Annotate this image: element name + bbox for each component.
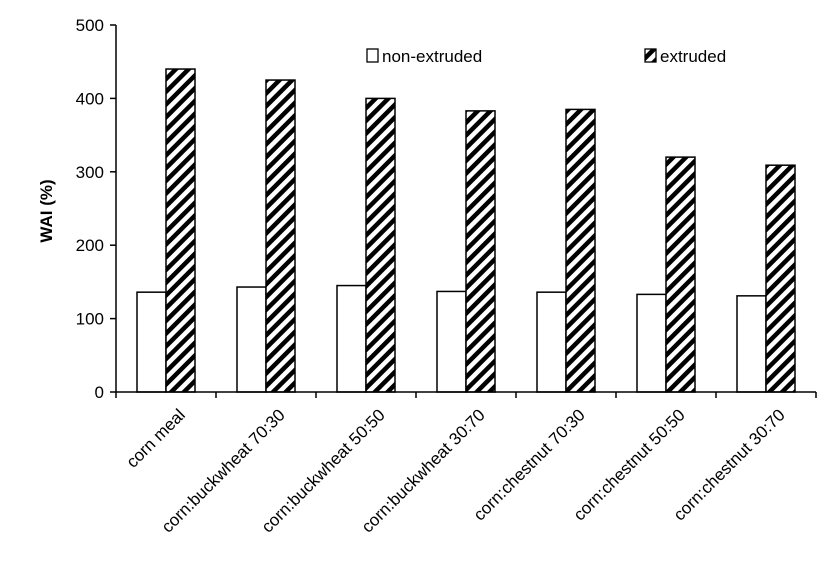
bar-non-extruded — [436, 290, 467, 393]
legend-swatch — [366, 48, 379, 63]
bar-non-extruded — [136, 291, 167, 393]
bar-non-extruded — [636, 293, 667, 393]
x-category-label: corn:chestnut 50:50 — [570, 405, 689, 524]
bar-non-extruded — [236, 286, 267, 393]
y-tick-label: 300 — [76, 163, 104, 182]
x-category-label: corn:chestnut 30:70 — [670, 405, 789, 524]
bar-extruded — [265, 79, 296, 393]
legend: non-extruded extruded — [366, 47, 726, 66]
bar-extruded — [765, 164, 796, 393]
y-tick-label: 400 — [76, 89, 104, 108]
bars — [136, 68, 796, 393]
x-category-label: corn meal — [123, 405, 189, 471]
y-axis-title: WAI (%) — [37, 179, 56, 242]
bar-extruded — [365, 97, 396, 393]
legend-swatch — [644, 48, 657, 63]
y-axis: 0 100 200 300 400 500 — [76, 16, 117, 402]
bar-non-extruded — [536, 291, 567, 393]
y-tick-label: 100 — [76, 310, 104, 329]
legend-label: extruded — [660, 47, 726, 66]
bar-non-extruded — [736, 295, 767, 393]
bar-extruded — [165, 68, 196, 393]
bar-extruded — [465, 110, 496, 393]
y-tick-label: 200 — [76, 236, 104, 255]
legend-label: non-extruded — [382, 47, 482, 66]
y-tick-label: 0 — [95, 383, 104, 402]
x-category-label: corn:chestnut 70:30 — [470, 405, 589, 524]
bar-extruded — [665, 156, 696, 393]
bar-non-extruded — [336, 284, 367, 393]
bar-extruded — [565, 108, 596, 393]
y-tick-label: 500 — [76, 16, 104, 35]
